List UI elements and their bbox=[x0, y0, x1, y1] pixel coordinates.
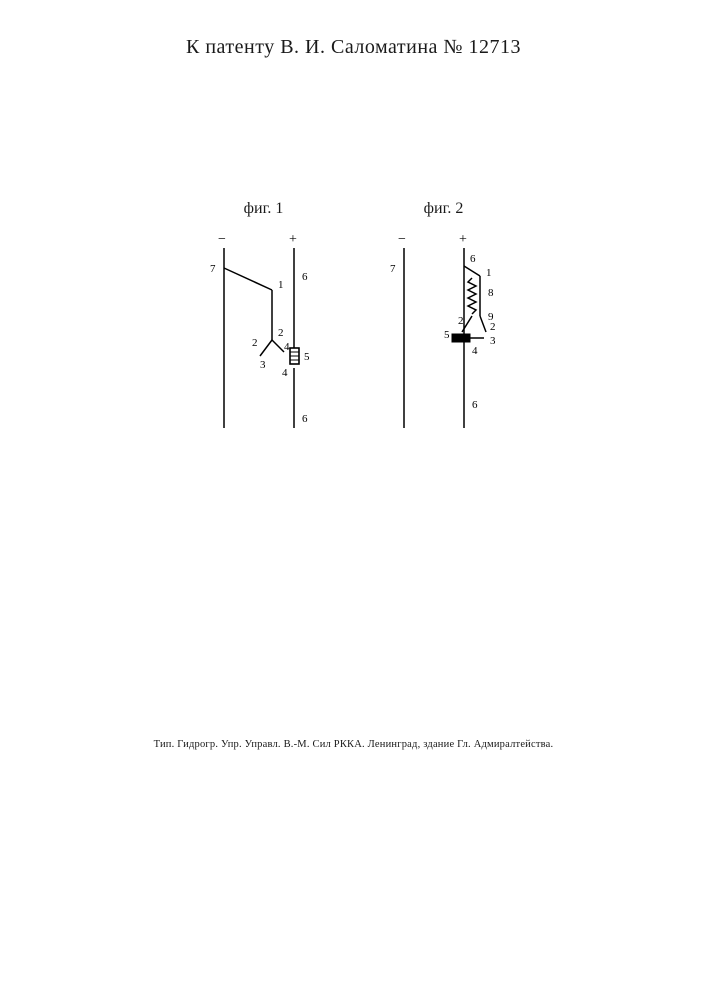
fig2-neg-sign: − bbox=[398, 232, 406, 247]
ref-label: 6 bbox=[302, 271, 308, 283]
figure-1-label: фиг. 1 bbox=[244, 200, 284, 218]
footer-imprint: Тип. Гидрогр. Упр. Управл. В.-М. Сил РКК… bbox=[0, 739, 707, 750]
ref-label: 7 bbox=[210, 263, 216, 275]
fig1-arm-right bbox=[272, 340, 284, 352]
fig1-arm-left bbox=[260, 340, 272, 356]
ref-label: 1 bbox=[278, 279, 284, 291]
fig2-block bbox=[452, 334, 470, 342]
ref-label: 6 bbox=[472, 399, 478, 411]
ref-label: 6 bbox=[302, 413, 308, 425]
ref-label: 2 bbox=[252, 337, 258, 349]
ref-label: 4 bbox=[472, 345, 478, 357]
figure-2-label: фиг. 2 bbox=[424, 200, 464, 218]
ref-label: 7 bbox=[390, 263, 396, 275]
fig2-pos-sign: + bbox=[459, 232, 467, 247]
fig1-labels: 7162243546 bbox=[210, 263, 310, 425]
ref-label: 4 bbox=[284, 341, 290, 353]
fig1-diag bbox=[224, 268, 272, 290]
ref-label: 1 bbox=[486, 267, 492, 279]
fig2-diag-top bbox=[464, 266, 480, 276]
figure-1-svg: − + 716224354 bbox=[204, 228, 324, 448]
page: К патенту В. И. Саломатина № 12713 фиг. … bbox=[0, 0, 707, 1000]
ref-label: 5 bbox=[304, 351, 310, 363]
fig2-arm-right bbox=[480, 316, 486, 332]
ref-label: 3 bbox=[260, 359, 266, 371]
ref-label: 2 bbox=[490, 321, 496, 333]
figure-2: фиг. 2 − + 76189 bbox=[384, 200, 504, 448]
ref-label: 2 bbox=[278, 327, 284, 339]
ref-label: 8 bbox=[488, 287, 494, 299]
fig1-pos-sign: + bbox=[289, 232, 297, 247]
ref-label: 4 bbox=[282, 367, 288, 379]
ref-label: 3 bbox=[490, 335, 496, 347]
figures-row: фиг. 1 − + bbox=[0, 200, 707, 448]
fig2-spring bbox=[468, 278, 476, 314]
ref-label: 6 bbox=[470, 253, 476, 265]
fig1-neg-sign: − bbox=[218, 232, 226, 247]
figure-2-svg: − + 76189223546 bbox=[384, 228, 504, 448]
figure-1: фиг. 1 − + bbox=[204, 200, 324, 448]
ref-label: 2 bbox=[458, 315, 464, 327]
ref-label: 5 bbox=[444, 329, 450, 341]
page-title: К патенту В. И. Саломатина № 12713 bbox=[0, 36, 707, 59]
